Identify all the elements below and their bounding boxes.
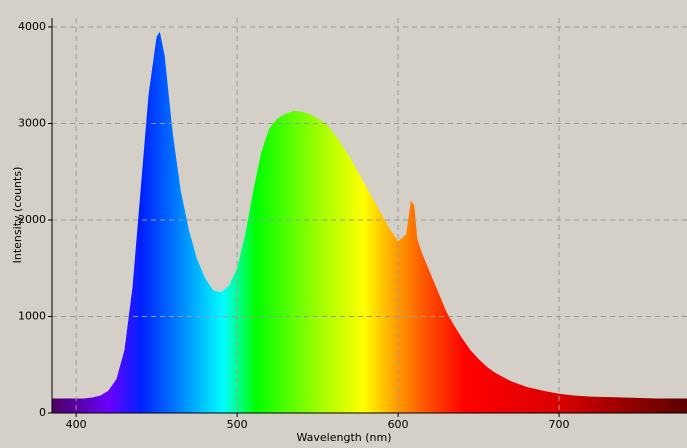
y-tick-label: 2000 [18,213,46,226]
x-axis-label: Wavelength (nm) [296,431,391,444]
y-tick-label: 1000 [18,309,46,322]
y-axis-label: Intensity (counts) [11,167,24,264]
spectrum-area [52,31,687,413]
y-tick-label: 0 [39,406,46,419]
x-tick-label: 500 [227,418,248,431]
y-tick-label: 4000 [18,20,46,33]
y-tick-label: 3000 [18,116,46,129]
x-tick-label: 600 [388,418,409,431]
x-tick-label: 700 [549,418,570,431]
x-tick-label: 400 [66,418,87,431]
